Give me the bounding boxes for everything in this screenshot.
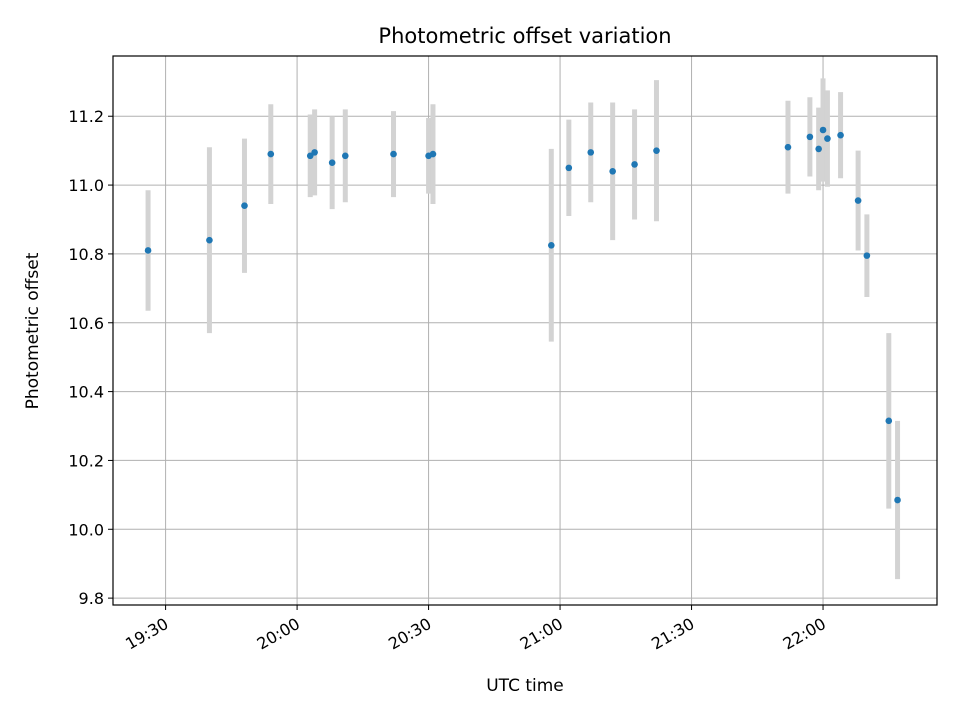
chart-title: Photometric offset variation xyxy=(378,24,671,48)
data-point xyxy=(429,150,437,158)
data-point xyxy=(144,247,152,254)
data-point xyxy=(824,135,831,142)
y-axis-label: Photometric offset xyxy=(23,252,43,409)
data-point xyxy=(241,202,248,210)
data-point xyxy=(806,133,814,141)
y-tick-label: 11.2 xyxy=(68,107,104,126)
y-tick-label: 10.8 xyxy=(68,245,104,264)
data-point xyxy=(206,236,213,244)
y-tick-label: 10.4 xyxy=(68,383,104,402)
data-point xyxy=(815,145,822,153)
data-point xyxy=(863,252,871,259)
data-point xyxy=(311,149,318,156)
data-point xyxy=(390,150,397,158)
data-point xyxy=(653,147,660,154)
data-point xyxy=(565,164,573,172)
data-point xyxy=(267,150,275,158)
data-point xyxy=(547,242,555,249)
y-tick-label: 10.2 xyxy=(68,451,104,470)
data-point xyxy=(784,143,792,151)
data-point xyxy=(854,197,862,204)
data-point xyxy=(328,159,336,167)
data-point xyxy=(631,161,638,168)
data-point xyxy=(885,417,893,425)
plot-frame xyxy=(112,55,938,606)
data-point xyxy=(609,168,616,175)
data-point xyxy=(837,131,844,139)
data-points xyxy=(144,126,901,504)
y-tick-label: 9.8 xyxy=(79,589,104,608)
y-axis-ticks: 9.8 10.0 10.2 10.4 10.6 10.8 11.0 11.2 xyxy=(68,107,113,608)
data-point xyxy=(819,126,827,134)
y-tick-label: 10.6 xyxy=(68,314,104,333)
y-tick-label: 11.0 xyxy=(68,176,104,195)
y-tick-label: 10.0 xyxy=(68,520,104,539)
data-point xyxy=(894,496,901,504)
data-point xyxy=(341,152,349,160)
data-point xyxy=(587,149,595,156)
x-axis-label: UTC time xyxy=(486,676,564,696)
